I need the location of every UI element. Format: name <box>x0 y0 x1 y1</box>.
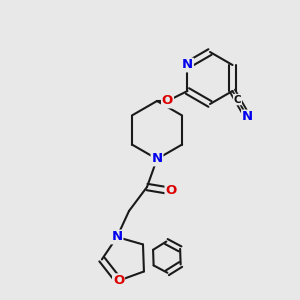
Text: O: O <box>165 184 177 197</box>
Text: N: N <box>242 110 253 124</box>
Text: O: O <box>113 274 124 287</box>
Text: O: O <box>162 94 173 107</box>
Text: N: N <box>152 152 163 166</box>
Text: N: N <box>111 230 123 244</box>
Text: C: C <box>234 94 241 105</box>
Text: N: N <box>182 58 193 71</box>
